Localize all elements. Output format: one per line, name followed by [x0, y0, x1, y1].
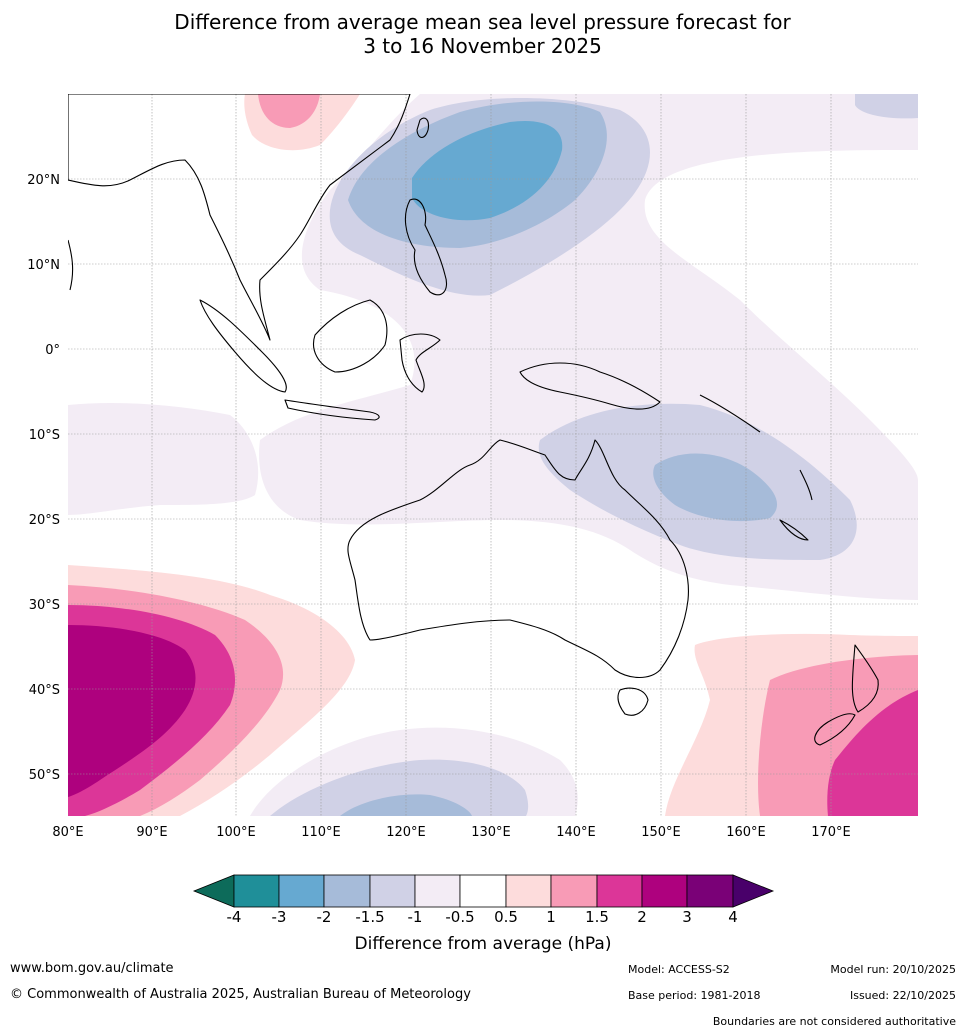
vanuatu-solomons — [699, 394, 813, 501]
lat-label-10s: 10°S — [29, 428, 60, 443]
new-caledonia-coast — [779, 519, 809, 541]
colorbar-title: Difference from average (hPa) — [355, 934, 612, 954]
footer-model-run: Model run: 20/10/2025 — [830, 963, 956, 976]
colorbar-tick-label: 3 — [682, 908, 692, 926]
lon-label-110e: 110°E — [301, 825, 341, 840]
title-line-2: 3 to 16 November 2025 — [363, 34, 602, 58]
philippines-coast — [404, 198, 448, 296]
colorbar-swatch-7 — [505, 874, 552, 908]
coastlines — [68, 94, 879, 746]
colorbar-swatch-1 — [233, 874, 280, 908]
colorbar-swatch-4 — [369, 874, 416, 908]
colorbar — [192, 874, 775, 908]
lat-label-50s: 50°S — [29, 768, 60, 783]
tasmania-coast — [617, 687, 649, 716]
footer-copyright: © Commonwealth of Australia 2025, Austra… — [10, 987, 471, 1002]
colorbar-tick-label: -1.5 — [355, 908, 384, 926]
sulawesi-coast — [399, 333, 441, 393]
colorbar-over-arrow — [732, 874, 775, 908]
footer-disclaimer: Boundaries are not considered authoritat… — [712, 1015, 956, 1028]
colorbar-ticks: -4 -3 -2 -1.5 -1 -0.5 0.5 1 1.5 2 3 4 — [227, 908, 738, 926]
lon-label-100e: 100°E — [216, 825, 256, 840]
contour-pos-strong-se — [827, 690, 918, 816]
colorbar-tick-label: -4 — [227, 908, 242, 926]
contour-pos-mid-china — [258, 94, 320, 128]
latitude-labels: 20°N 10°N 0° 10°S 20°S 30°S 40°S 50°S — [27, 173, 60, 783]
borneo-coast — [313, 299, 388, 373]
map-gridlines — [68, 94, 918, 816]
lat-label-20s: 20°S — [29, 513, 60, 528]
footer-url: www.bom.gov.au/climate — [10, 961, 174, 976]
new-guinea-coast — [519, 362, 661, 410]
taiwan-coast — [416, 117, 429, 139]
lon-label-140e: 140°E — [556, 825, 596, 840]
longitude-labels: 80°E 90°E 100°E 110°E 120°E 130°E 140°E … — [52, 825, 850, 840]
colorbar-tick-label: 0.5 — [494, 908, 518, 926]
colorbar-swatch-2 — [278, 874, 325, 908]
colorbar-tick-label: -3 — [272, 908, 287, 926]
colorbar-tick-label: -1 — [408, 908, 423, 926]
sri-lanka-india-coast — [68, 239, 74, 291]
colorbar-tick-label: 4 — [728, 908, 738, 926]
contour-pos-core-sw — [68, 625, 196, 797]
lon-label-120e: 120°E — [386, 825, 426, 840]
footer-issued: Issued: 22/10/2025 — [849, 989, 956, 1002]
lon-label-130e: 130°E — [471, 825, 511, 840]
lon-label-160e: 160°E — [726, 825, 766, 840]
colorbar-tick-label: 2 — [637, 908, 647, 926]
contour-neg-mid-south — [270, 759, 529, 816]
colorbar-swatch-6 — [459, 874, 507, 908]
colorbar-swatch-8 — [550, 874, 598, 908]
title-line-1: Difference from average mean sea level p… — [174, 10, 791, 34]
lat-label-40s: 40°S — [29, 683, 60, 698]
colorbar-tick-label: -0.5 — [445, 908, 474, 926]
map-area — [68, 94, 918, 816]
footer-base-period: Base period: 1981-2018 — [628, 989, 761, 1002]
lat-label-20n: 20°N — [27, 173, 60, 188]
lon-label-80e: 80°E — [52, 825, 83, 840]
contour-neg-mid-ne — [855, 94, 918, 119]
lon-label-90e: 90°E — [136, 825, 167, 840]
lat-label-0: 0° — [45, 343, 60, 358]
colorbar-swatch-9 — [596, 874, 643, 908]
colorbar-tick-label: 1 — [546, 908, 556, 926]
colorbar-swatch-5 — [414, 874, 461, 908]
lon-label-150e: 150°E — [641, 825, 681, 840]
colorbar-swatch-11 — [686, 874, 734, 908]
lat-label-10n: 10°N — [27, 258, 60, 273]
sumatra-coast — [199, 299, 287, 393]
new-zealand-north — [851, 644, 879, 713]
contour-neg-light-west — [68, 403, 259, 515]
lon-label-170e: 170°E — [811, 825, 851, 840]
colorbar-under-arrow — [192, 874, 235, 908]
new-zealand-south — [814, 713, 856, 746]
java-coast — [284, 399, 380, 421]
colorbar-swatch-10 — [641, 874, 688, 908]
colorbar-tick-label: 1.5 — [585, 908, 609, 926]
chart-title: Difference from average mean sea level p… — [0, 10, 965, 58]
asia-mainland-coast — [68, 94, 411, 341]
colorbar-tick-label: -2 — [317, 908, 332, 926]
footer-model: Model: ACCESS-S2 — [628, 963, 730, 976]
lat-label-30s: 30°S — [29, 598, 60, 613]
colorbar-swatch-3 — [323, 874, 371, 908]
contour-neg-core-north — [412, 120, 563, 221]
australia-coast — [347, 439, 689, 679]
